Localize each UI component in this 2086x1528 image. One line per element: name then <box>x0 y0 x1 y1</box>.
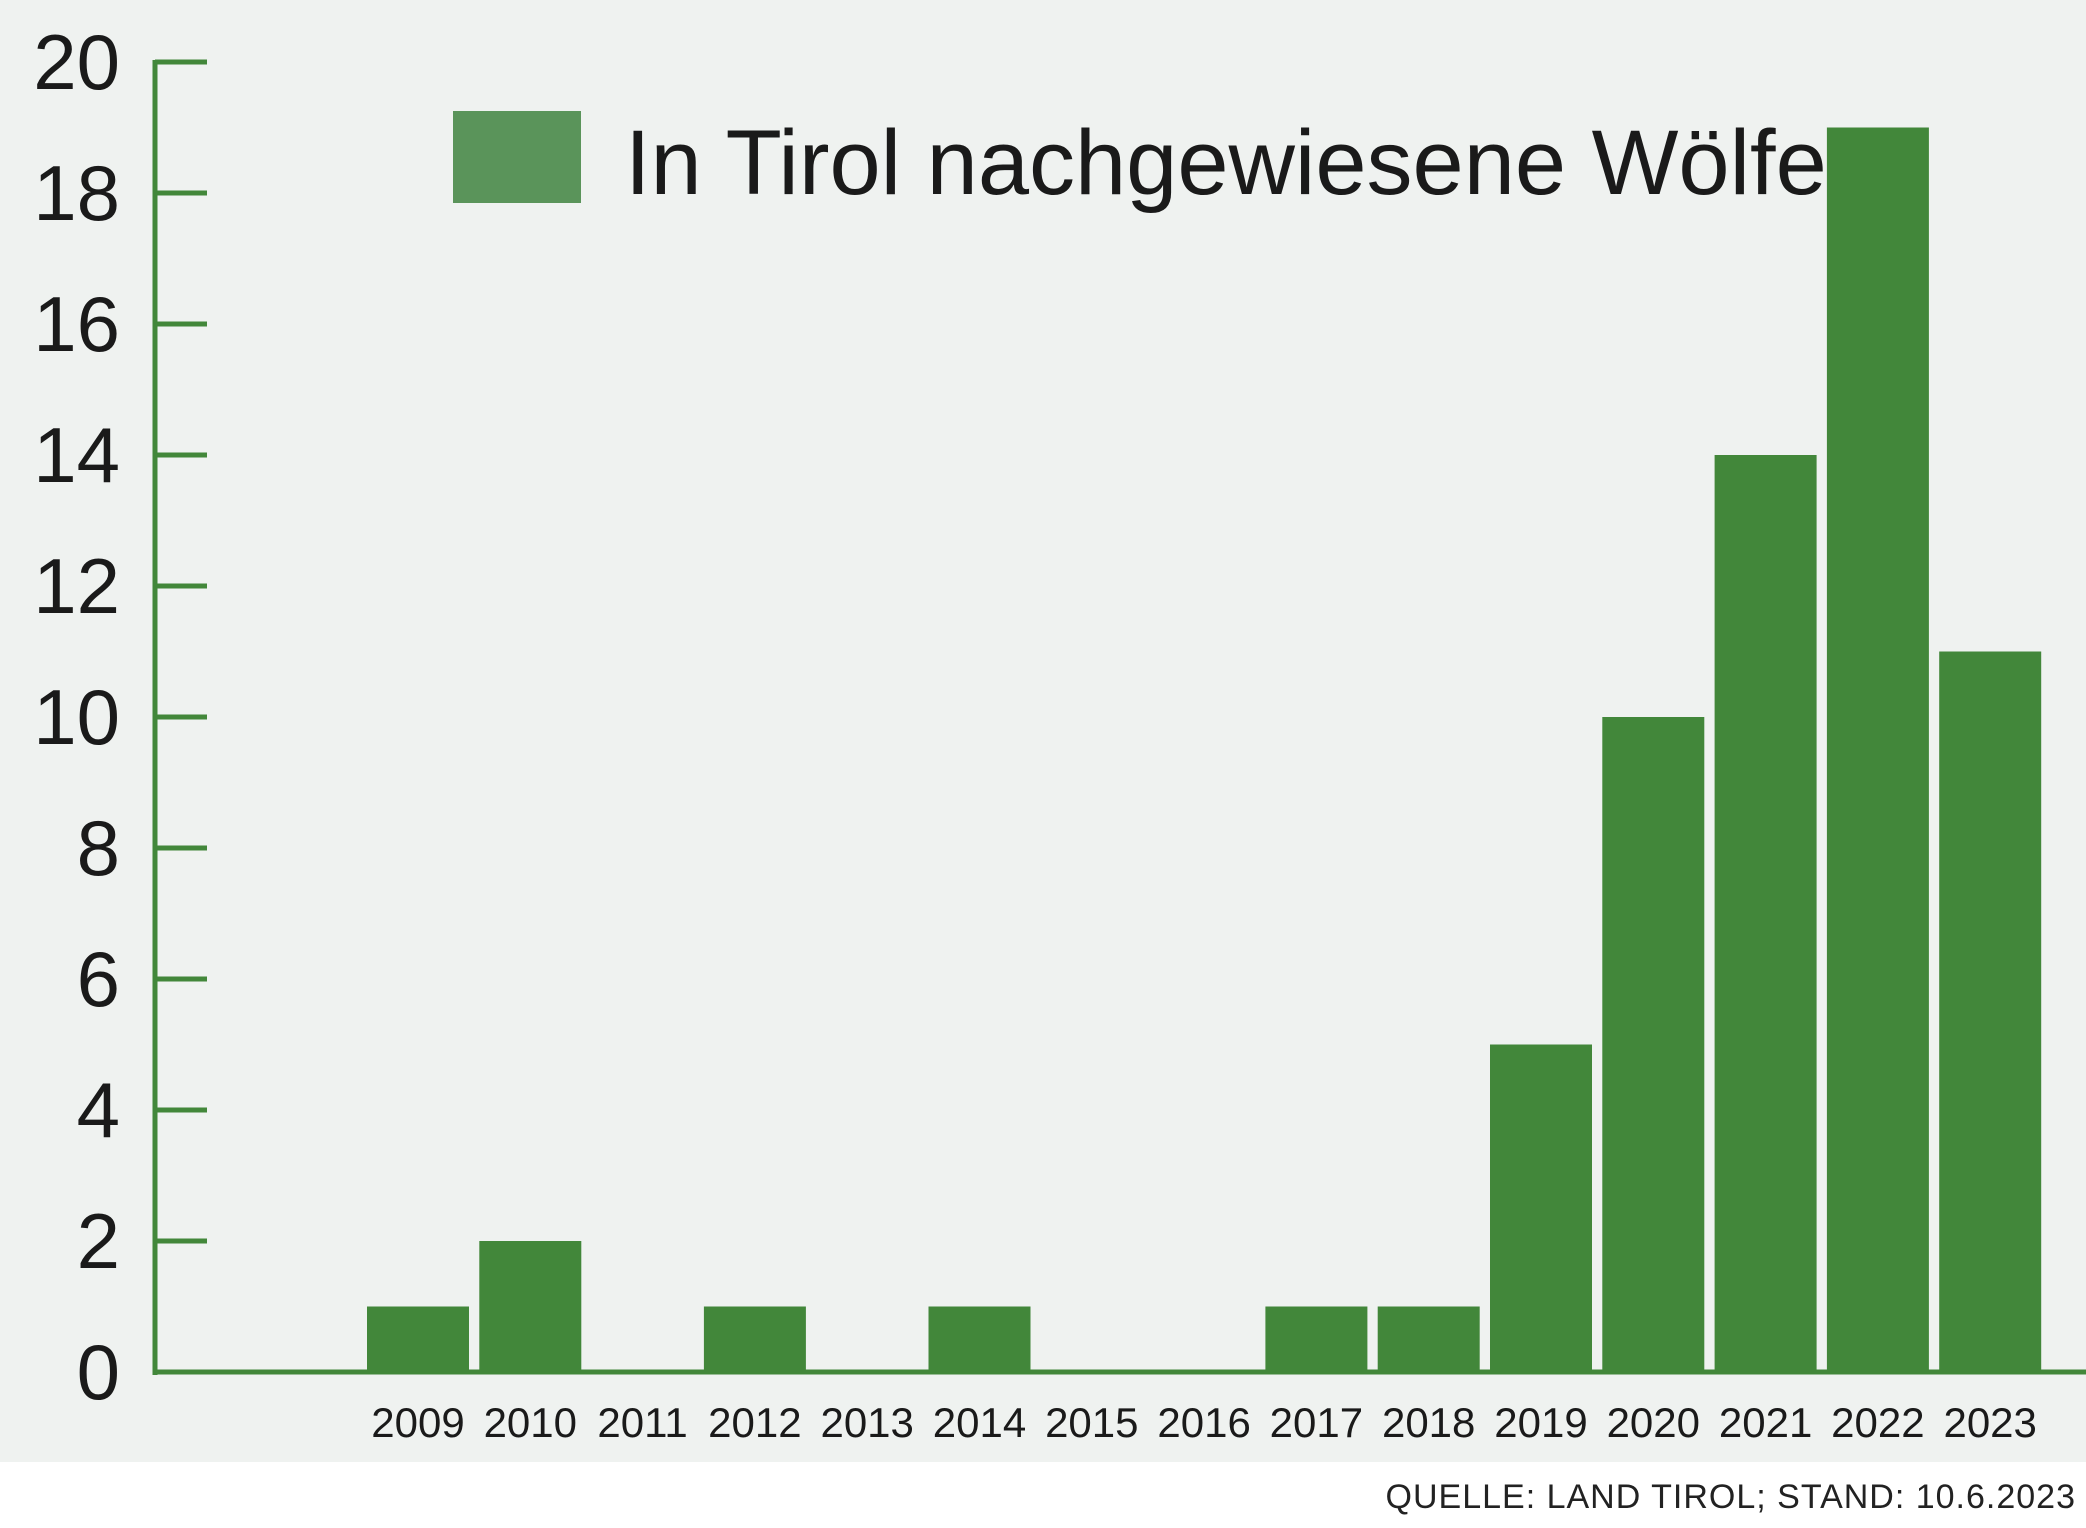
x-ticks-group: 2009 2010 2011 2012 2013 2014 2015 2016 2017 2018… <box>371 1399 2037 1446</box>
x-tick-label-2014: 2014 <box>933 1399 1026 1446</box>
bar-2018 <box>1377 1306 1480 1372</box>
y-tick-label-8: 8 <box>77 804 120 892</box>
x-tick-label-2023: 2023 <box>1943 1399 2036 1446</box>
y-tick-label-4: 4 <box>77 1066 120 1154</box>
bar-2010 <box>479 1241 582 1372</box>
y-tick-label-18: 18 <box>33 149 120 237</box>
x-tick-label-2012: 2012 <box>708 1399 801 1446</box>
source-note: QUELLE: LAND TIROL; STAND: 10.6.2023 <box>1385 1478 2076 1516</box>
legend-swatch <box>453 111 581 203</box>
bar-2009 <box>367 1306 469 1372</box>
legend: In Tirol nachgewiesene Wölfe <box>453 111 1827 214</box>
chart-panel: 0 2 4 6 8 10 12 14 16 18 20 2009 2010 2011 2012 2013 20… <box>0 0 2086 1462</box>
x-tick-label-2022: 2022 <box>1831 1399 1924 1446</box>
y-tick-label-10: 10 <box>33 673 120 761</box>
x-tick-label-2021: 2021 <box>1719 1399 1812 1446</box>
bar-2023 <box>1939 651 2042 1372</box>
bar-2020 <box>1602 717 1705 1372</box>
bar-2021 <box>1714 455 1817 1372</box>
x-tick-label-2017: 2017 <box>1270 1399 1363 1446</box>
bar-2012 <box>703 1306 806 1372</box>
bar-2022 <box>1826 127 1929 1372</box>
x-tick-label-2013: 2013 <box>820 1399 913 1446</box>
x-tick-label-2010: 2010 <box>484 1399 577 1446</box>
bars-group <box>367 127 2042 1372</box>
x-tick-label-2019: 2019 <box>1494 1399 1587 1446</box>
y-tick-label-2: 2 <box>77 1197 120 1285</box>
y-tick-label-12: 12 <box>33 542 120 630</box>
x-tick-label-2016: 2016 <box>1157 1399 1250 1446</box>
legend-label: In Tirol nachgewiesene Wölfe <box>625 112 1827 214</box>
y-tick-label-20: 20 <box>33 18 120 106</box>
bar-2014 <box>928 1306 1031 1372</box>
x-tick-label-2009: 2009 <box>371 1399 464 1446</box>
y-tick-label-6: 6 <box>77 935 120 1023</box>
y-tick-label-16: 16 <box>33 280 120 368</box>
x-tick-label-2018: 2018 <box>1382 1399 1475 1446</box>
x-tick-label-2011: 2011 <box>597 1399 687 1446</box>
x-tick-label-2020: 2020 <box>1607 1399 1700 1446</box>
x-tick-label-2015: 2015 <box>1045 1399 1138 1446</box>
y-tick-label-14: 14 <box>33 411 120 499</box>
bar-2019 <box>1490 1044 1592 1372</box>
bar-2017 <box>1265 1306 1368 1372</box>
y-tick-label-0: 0 <box>77 1328 120 1416</box>
y-ticks-group: 0 2 4 6 8 10 12 14 16 18 20 <box>33 18 207 1416</box>
